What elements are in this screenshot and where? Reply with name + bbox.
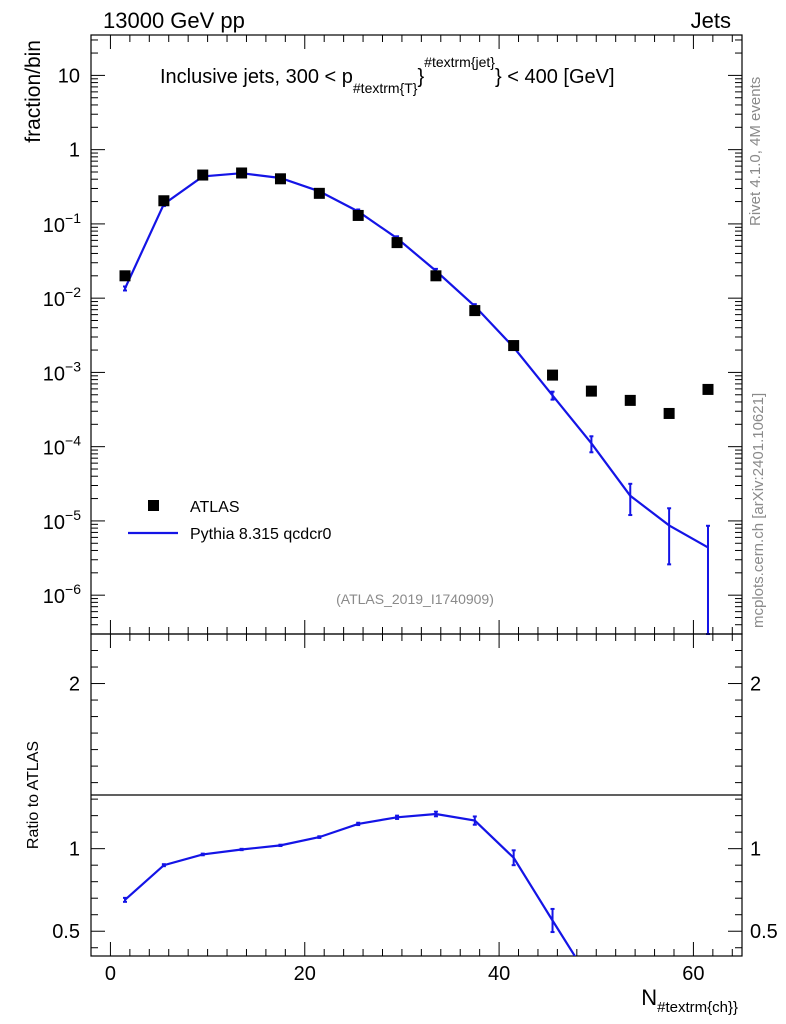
ratio-y-tick-label-left: 1 — [69, 839, 80, 861]
legend: ATLAS Pythia 8.315 qcdcr0 — [128, 499, 332, 543]
main-y-tick-label: 10−5 — [43, 507, 81, 534]
ratio-tick-labels: 2 2 1 1 0.5 0.5 0 20 40 60 — [52, 674, 778, 985]
main-y-tick-label-base: 10 — [43, 512, 65, 534]
main-y-tick-label-exponent: −5 — [65, 507, 81, 523]
main-title-subscript: #textrm{T} — [353, 80, 418, 96]
legend-atlas-label: ATLAS — [190, 499, 240, 516]
x-tick-label: 60 — [682, 963, 704, 985]
main-title: Inclusive jets, 300 < p#textrm{T}}#textr… — [160, 54, 615, 96]
x-axis-label: N#textrm{ch}} — [641, 985, 738, 1016]
atlas-point — [585, 385, 597, 397]
atlas-series — [119, 167, 714, 419]
main-y-tick-label: 10−1 — [43, 210, 81, 237]
atlas-point — [158, 195, 170, 207]
main-panel-axes — [91, 35, 742, 635]
ratio-series — [123, 810, 577, 956]
ratio-y-tick-label-left: 2 — [69, 674, 80, 696]
x-axis-label-main: N — [641, 985, 657, 1010]
atlas-point — [352, 209, 364, 221]
rivet-version-label: Rivet 4.1.0, 4M events — [747, 77, 764, 226]
x-axis-label-brace: } — [733, 999, 738, 1016]
atlas-point — [119, 270, 131, 282]
atlas-point — [197, 169, 209, 181]
x-tick-label: 20 — [294, 963, 316, 985]
atlas-point — [663, 407, 675, 419]
legend-mc-label: Pythia 8.315 qcdcr0 — [190, 526, 332, 543]
mcplots-url-label: mcplots.cern.ch [arXiv:2401.10621] — [750, 393, 767, 628]
main-y-tick-label-base: 10 — [43, 363, 65, 385]
ratio-y-tick-label-right: 1 — [750, 839, 761, 861]
process-label: Jets — [691, 8, 731, 33]
ratio-y-axis-label: Ratio to ATLAS — [25, 741, 42, 849]
main-y-tick-label-base: 10 — [43, 586, 65, 608]
main-y-tick-label: 10−2 — [43, 284, 81, 311]
ratio-y-tick-label-right: 0.5 — [750, 921, 778, 943]
main-y-tick-label: 10−3 — [43, 358, 81, 385]
ratio-y-tick-label-left: 0.5 — [52, 921, 80, 943]
x-tick-label: 0 — [105, 963, 116, 985]
atlas-point — [236, 167, 248, 179]
atlas-point — [430, 270, 442, 282]
atlas-point — [508, 340, 520, 352]
mc-series — [123, 170, 710, 635]
atlas-point — [702, 383, 714, 395]
analysis-watermark: (ATLAS_2019_I1740909) — [336, 591, 494, 607]
ratio-y-tick-label-right: 2 — [750, 674, 761, 696]
atlas-point — [624, 394, 636, 406]
x-tick-label: 40 — [488, 963, 510, 985]
main-y-tick-label: 10−4 — [43, 433, 81, 460]
main-y-tick-label-base: 10 — [43, 215, 65, 237]
energy-label: 13000 GeV pp — [103, 8, 245, 33]
mc-line — [124, 172, 709, 549]
main-y-tick-label-exponent: −4 — [65, 433, 81, 449]
x-axis-label-subscript: #textrm{ch} — [657, 999, 733, 1016]
main-y-tick-label-base: 10 — [43, 438, 65, 460]
main-y-tick-label: 10−6 — [43, 581, 81, 608]
atlas-point — [313, 187, 325, 199]
main-y-tick-label: 1 — [69, 140, 80, 162]
main-y-tick-label-exponent: −6 — [65, 581, 81, 597]
main-panel-frame — [90, 34, 743, 635]
main-y-tick-label-exponent: −3 — [65, 358, 81, 374]
ratio-line — [124, 812, 577, 956]
atlas-point — [469, 305, 481, 317]
atlas-point — [274, 173, 286, 185]
main-y-tick-label-base: 10 — [43, 289, 65, 311]
main-title-tail: } < 400 [GeV] — [495, 66, 615, 88]
main-y-axis-label: fraction/bin — [22, 40, 45, 143]
main-title-text: Inclusive jets, 300 < p — [160, 66, 353, 88]
legend-atlas-marker — [148, 500, 159, 511]
main-title-superscript: #textrm{jet} — [424, 54, 495, 70]
main-y-tick-label: 10 — [58, 65, 80, 87]
main-y-tick-label-exponent: −2 — [65, 284, 81, 300]
atlas-point — [547, 369, 559, 381]
main-y-tick-label-exponent: −1 — [65, 210, 81, 226]
main-title-brace: } — [417, 66, 424, 88]
atlas-point — [391, 237, 403, 249]
